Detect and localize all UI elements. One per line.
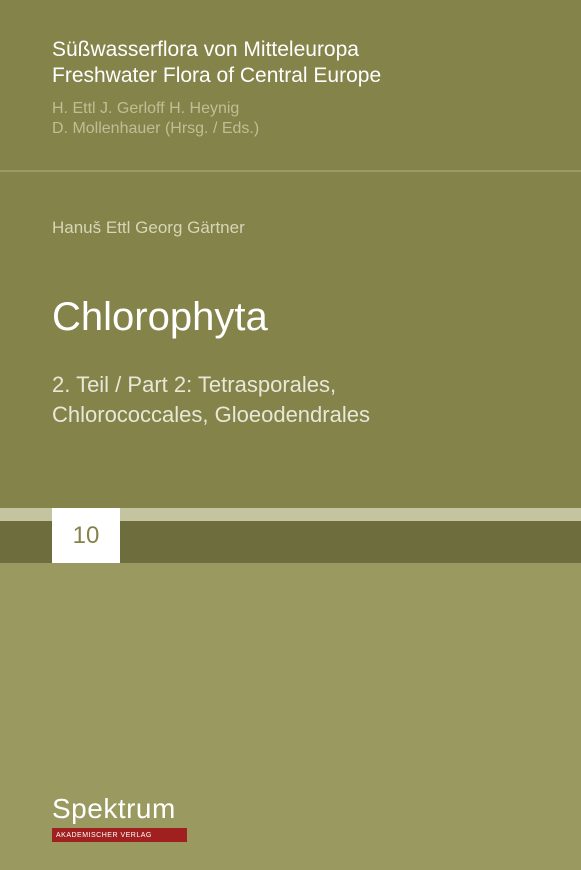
volume-number: 10 [73,522,100,550]
volume-number-box: 10 [52,508,120,563]
volume-band: 10 [0,508,581,563]
publisher-bar: AKADEMISCHER VERLAG [52,828,187,842]
subtitle-line-1: 2. Teil / Part 2: Tetrasporales, [52,372,336,398]
publisher-block: Spektrum AKADEMISCHER VERLAG [52,793,187,842]
publisher-name: Spektrum [52,793,187,825]
bottom-section: Spektrum AKADEMISCHER VERLAG [0,563,581,870]
editors-line-1: H. Ettl J. Gerloff H. Heynig [52,100,541,118]
publisher-subtitle: AKADEMISCHER VERLAG [56,832,152,839]
top-section: Süßwasserflora von Mitteleuropa Freshwat… [0,0,581,508]
editors-line-2: D. Mollenhauer (Hrsg. / Eds.) [52,120,541,138]
divider-line [0,170,581,172]
subtitle-line-2: Chlorococcales, Gloeodendrales [52,402,370,428]
main-title: Chlorophyta [52,295,268,340]
series-title-german: Süßwasserflora von Mitteleuropa [52,38,541,62]
book-cover: Süßwasserflora von Mitteleuropa Freshwat… [0,0,581,870]
series-title-english: Freshwater Flora of Central Europe [52,64,541,88]
authors: Hanuš Ettl Georg Gärtner [52,218,245,238]
